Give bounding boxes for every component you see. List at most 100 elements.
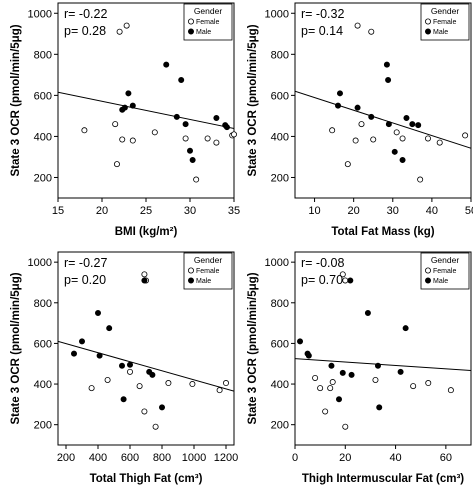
male-point — [385, 121, 392, 128]
female-point — [112, 121, 119, 128]
y-tick-label: 600 — [34, 338, 52, 350]
male-point — [163, 61, 170, 68]
female-point — [88, 385, 95, 392]
female-point — [436, 139, 443, 146]
x-tick-label: 400 — [89, 452, 107, 464]
annotation-r: r= -0.27 — [64, 256, 107, 270]
regression-line — [58, 91, 234, 129]
x-tick-label: 10 — [308, 205, 320, 217]
female-point — [116, 28, 123, 35]
male-point — [96, 352, 103, 359]
legend-female-marker — [424, 18, 431, 25]
legend-male-marker — [187, 28, 194, 35]
y-tick-label: 1000 — [28, 8, 52, 20]
legend-entry: Male — [196, 29, 211, 36]
annotation-p: p= 0.14 — [301, 24, 343, 38]
y-tick-label: 1000 — [28, 257, 52, 269]
female-point — [151, 129, 158, 136]
male-point — [158, 404, 165, 411]
female-point — [182, 135, 189, 142]
male-point — [368, 113, 375, 120]
male-point — [328, 362, 335, 369]
female-point — [152, 423, 159, 430]
male-point — [125, 90, 132, 97]
male-point — [119, 362, 126, 369]
annotation-r: r= -0.08 — [301, 256, 344, 270]
male-point — [336, 90, 343, 97]
female-point — [352, 137, 359, 144]
x-axis-label: Thigh Intermuscular Fat (cm³) — [302, 473, 464, 485]
annotation-p: p= 0.20 — [64, 273, 106, 287]
legend-entry: Female — [196, 19, 219, 26]
female-point — [329, 379, 336, 386]
female-point — [317, 385, 324, 392]
y-axis-label: State 3 OCR (pmol/min/5μg) — [247, 24, 259, 176]
x-tick-label: 20 — [348, 205, 360, 217]
male-point — [385, 76, 392, 83]
female-point — [81, 127, 88, 134]
y-tick-label: 600 — [271, 338, 289, 350]
y-tick-label: 200 — [271, 420, 289, 432]
y-tick-label: 200 — [34, 172, 52, 184]
legend-title: Gender — [194, 6, 223, 16]
female-point — [165, 380, 172, 387]
x-tick-label: 40 — [389, 452, 401, 464]
female-point — [393, 129, 400, 136]
male-point — [186, 147, 193, 154]
female-point — [339, 271, 346, 278]
legend-male-marker — [424, 277, 431, 284]
x-tick-label: 1200 — [214, 452, 238, 464]
female-point — [342, 277, 349, 284]
male-point — [391, 148, 398, 155]
chart-panel-2: 200 400 600 800 1000 10 20 30 40 50 Total Fat Mass… — [247, 2, 473, 238]
x-tick-label: 40 — [426, 205, 438, 217]
male-point — [397, 368, 404, 375]
female-point — [410, 383, 417, 390]
male-point — [347, 277, 354, 284]
x-tick-label: 25 — [140, 205, 152, 217]
female-point — [344, 161, 351, 168]
female-point — [322, 408, 329, 415]
male-point — [376, 404, 383, 411]
y-axis-label: State 3 OCR (pmol/min/5μg) — [10, 24, 22, 176]
female-point — [368, 28, 375, 35]
male-point — [335, 102, 342, 109]
male-point — [399, 157, 406, 164]
legend-entry: Female — [433, 268, 456, 275]
x-tick-label: 600 — [121, 452, 139, 464]
male-point — [141, 277, 148, 284]
x-tick-label: 800 — [153, 452, 171, 464]
male-point — [71, 350, 78, 357]
y-tick-label: 400 — [34, 131, 52, 143]
female-point — [312, 374, 319, 381]
male-point — [149, 371, 156, 378]
female-point — [189, 381, 196, 388]
female-point — [222, 380, 229, 387]
x-tick-label: 20 — [339, 452, 351, 464]
annotation-r: r= -0.22 — [64, 7, 107, 21]
chart-panel-3: 200 400 600 800 1000 200 400 600 800 1000 1200 Tota… — [10, 251, 238, 485]
male-point — [95, 309, 102, 316]
legend-male-marker — [187, 277, 194, 284]
y-tick-label: 1000 — [265, 8, 289, 20]
y-tick-label: 200 — [34, 420, 52, 432]
female-point — [424, 135, 431, 142]
legend-female-marker — [424, 267, 431, 274]
male-point — [189, 157, 196, 164]
female-point — [127, 368, 134, 375]
x-tick-label: 50 — [465, 205, 473, 217]
y-tick-label: 1000 — [265, 257, 289, 269]
y-axis-label: State 3 OCR (pmol/min/5μg) — [247, 272, 259, 424]
male-point — [409, 121, 416, 128]
x-tick-label: 20 — [96, 205, 108, 217]
annotation-r: r= -0.32 — [301, 7, 344, 21]
x-axis-label: Total Thigh Fat (cm³) — [90, 473, 203, 485]
x-tick-label: 30 — [387, 205, 399, 217]
male-point — [364, 309, 371, 316]
female-point — [372, 376, 379, 383]
regression-line — [58, 340, 234, 392]
plot-frame — [294, 251, 472, 446]
male-point — [383, 61, 390, 68]
male-point — [127, 361, 134, 368]
